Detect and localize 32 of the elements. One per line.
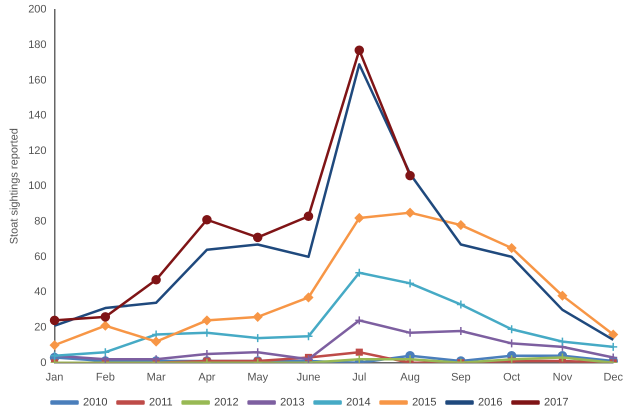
legend-label: 2013 xyxy=(280,396,305,409)
x-tick-label: Jul xyxy=(352,371,366,384)
y-tick-label: 120 xyxy=(28,144,47,157)
y-tick-label: 0 xyxy=(40,356,47,369)
y-tick-label: 60 xyxy=(34,250,47,263)
x-tick-label: May xyxy=(247,371,269,384)
legend-label: 2010 xyxy=(83,396,108,409)
x-tick-label: Oct xyxy=(503,371,520,384)
x-tick-label: June xyxy=(296,371,320,384)
legend-label: 2016 xyxy=(478,396,503,409)
y-axis-title: Stoat sightings reported xyxy=(8,128,21,244)
x-tick-label: Dec xyxy=(603,371,624,384)
y-tick-label: 20 xyxy=(34,322,47,334)
y-tick-label: 80 xyxy=(34,216,47,228)
x-tick-label: Apr xyxy=(198,371,216,384)
y-tick-label: 40 xyxy=(34,286,47,298)
legend-label: 2015 xyxy=(412,396,437,409)
legend-label: 2017 xyxy=(544,396,568,409)
x-tick-label: Nov xyxy=(552,371,573,384)
x-tick-label: Feb xyxy=(96,371,115,384)
x-tick-label: Sep xyxy=(451,371,471,384)
y-tick-label: 200 xyxy=(28,4,47,16)
legend-label: 2014 xyxy=(346,396,371,409)
y-tick-label: 160 xyxy=(28,74,47,86)
y-tick-label: 140 xyxy=(28,110,47,122)
legend-label: 2012 xyxy=(214,396,239,409)
legend-label: 2011 xyxy=(148,396,173,409)
x-tick-label: Aug xyxy=(400,371,420,384)
x-tick-label: Jan xyxy=(46,371,64,384)
y-tick-label: 180 xyxy=(28,38,47,51)
x-tick-label: Mar xyxy=(146,371,166,384)
y-tick-label: 100 xyxy=(28,180,47,192)
